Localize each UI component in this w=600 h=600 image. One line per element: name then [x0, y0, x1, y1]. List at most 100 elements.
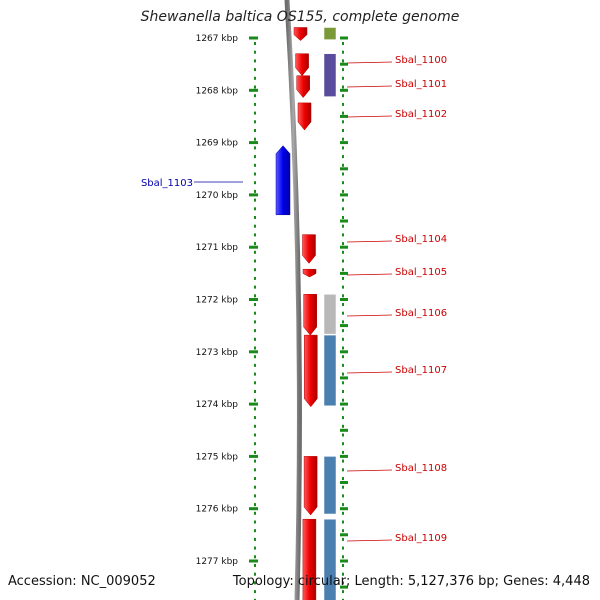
guide-dot — [342, 181, 344, 185]
guide-dot — [342, 76, 344, 80]
tick-label-1273: 1273 kbp — [196, 348, 239, 358]
guide-dot — [342, 155, 344, 159]
guide-dot — [254, 468, 256, 472]
right-major-tick — [340, 559, 348, 563]
cog-bar — [323, 27, 337, 40]
guide-dot — [342, 381, 344, 385]
guide-dot — [342, 416, 344, 420]
right-major-tick — [340, 507, 348, 511]
backbone-line — [284, 0, 302, 600]
cog-bar — [323, 334, 337, 407]
tick-label-1268: 1268 kbp — [196, 86, 239, 96]
label-leader-line — [346, 273, 393, 276]
guide-dot — [342, 572, 344, 576]
guide-dot — [342, 102, 344, 106]
guide-dot — [254, 163, 256, 167]
guide-dot — [342, 363, 344, 367]
guide-dot — [254, 320, 256, 324]
guide-dot — [342, 207, 344, 211]
guide-dot — [342, 546, 344, 550]
label-leader-line — [346, 314, 393, 317]
guide-dot — [342, 433, 344, 437]
guide-dot — [254, 276, 256, 280]
gene-label-Sbal_1102: Sbal_1102 — [395, 109, 447, 120]
left-major-tick — [249, 559, 258, 563]
guide-dot — [342, 450, 344, 454]
left-major-tick — [249, 88, 258, 92]
guide-dot — [342, 329, 344, 333]
label-leader-line — [346, 85, 393, 88]
left-major-tick — [249, 350, 258, 354]
right-major-tick — [340, 454, 348, 458]
guide-dot — [254, 259, 256, 263]
guide-dot — [254, 111, 256, 115]
guide-dot — [342, 503, 344, 507]
strand-guide-dots — [254, 42, 344, 600]
gene-label-Sbal_1104: Sbal_1104 — [395, 234, 447, 245]
left-major-tick — [249, 36, 258, 40]
right-minor-tick — [340, 219, 348, 223]
guide-dot — [254, 520, 256, 524]
guide-dot — [342, 337, 344, 341]
right-major-tick — [340, 36, 348, 40]
guide-dot — [342, 442, 344, 446]
tick-label-1274: 1274 kbp — [196, 400, 239, 410]
guide-dot — [254, 285, 256, 289]
gene-arrow-Sbal_1106 — [303, 294, 317, 336]
right-minor-tick — [340, 585, 348, 589]
guide-dot — [342, 346, 344, 350]
guide-dot — [254, 146, 256, 150]
guide-dot — [254, 224, 256, 228]
gene-labels: Sbal_1100 Sbal_1101 Sbal_1102 Sbal_1103 Sbal… — [141, 55, 447, 544]
right-major-tick — [340, 350, 348, 354]
guide-dot — [254, 59, 256, 63]
guide-dot — [254, 311, 256, 315]
guide-dot — [342, 520, 344, 524]
left-major-tick — [249, 298, 258, 301]
guide-dot — [342, 129, 344, 132]
guide-dot — [254, 76, 256, 80]
guide-dot — [342, 216, 344, 219]
guide-dot — [254, 433, 256, 437]
guide-dot — [254, 337, 256, 341]
left-major-tick — [249, 193, 258, 197]
guide-dot — [254, 120, 256, 124]
guide-dot — [254, 572, 256, 576]
guide-dot — [254, 398, 256, 402]
guide-dot — [254, 477, 256, 480]
guide-dot — [342, 42, 344, 45]
label-leader-line — [346, 61, 393, 64]
guide-dot — [254, 233, 256, 237]
guide-dot — [342, 303, 344, 306]
guide-dot — [254, 494, 256, 498]
guide-dot — [254, 155, 256, 159]
guide-dot — [254, 346, 256, 350]
right-minor-tick — [340, 324, 348, 328]
guide-dot — [254, 294, 256, 298]
guide-dot — [254, 590, 256, 594]
guide-dot — [342, 268, 344, 272]
guide-dot — [254, 390, 256, 393]
gene-label-Sbal_1103: Sbal_1103 — [141, 178, 193, 189]
guide-dot — [342, 468, 344, 472]
guide-dot — [342, 137, 344, 141]
gene-arrow-Sbal_1103 — [275, 145, 291, 216]
gene-arrow-Sbal_1102 — [297, 102, 312, 131]
guide-dot — [254, 42, 256, 45]
right-minor-tick — [340, 376, 348, 380]
cog-bar — [323, 53, 337, 97]
guide-dot — [342, 355, 344, 359]
guide-dot — [342, 50, 344, 54]
gene-label-Sbal_1101: Sbal_1101 — [395, 79, 447, 90]
guide-dot — [254, 242, 256, 246]
guide-dot — [342, 85, 344, 89]
guide-dot — [254, 189, 256, 193]
gene-label-Sbal_1107: Sbal_1107 — [395, 365, 447, 376]
left-major-tick — [249, 454, 258, 458]
guide-dot — [342, 59, 344, 63]
gene-label-Sbal_1109: Sbal_1109 — [395, 533, 447, 544]
cog-bar — [323, 456, 337, 515]
guide-dot — [254, 424, 256, 428]
guide-dot — [254, 329, 256, 333]
guide-dot — [342, 555, 344, 559]
